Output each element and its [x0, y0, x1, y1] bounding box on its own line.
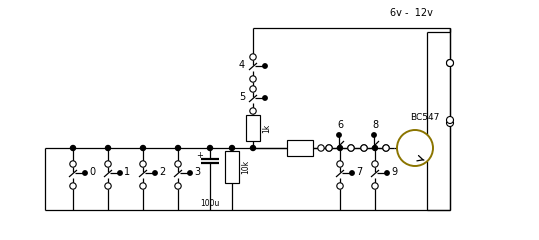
Bar [225, 151, 239, 183]
Text: 1: 1 [124, 167, 130, 177]
Circle shape [250, 86, 256, 92]
Circle shape [250, 76, 256, 82]
Text: 1k: 1k [262, 124, 271, 133]
Circle shape [350, 171, 354, 175]
Circle shape [337, 145, 342, 150]
Circle shape [348, 145, 354, 151]
Text: 2k2: 2k2 [293, 144, 307, 152]
Text: 4: 4 [239, 60, 245, 70]
Circle shape [372, 183, 378, 189]
Circle shape [230, 145, 234, 150]
Text: 6v -  12v: 6v - 12v [390, 8, 433, 18]
Text: 8: 8 [372, 120, 378, 130]
Circle shape [385, 171, 389, 175]
Text: 9: 9 [391, 167, 397, 177]
Circle shape [383, 145, 389, 151]
Circle shape [250, 54, 256, 60]
Bar [287, 140, 313, 156]
Circle shape [397, 130, 433, 166]
Circle shape [383, 145, 389, 151]
Circle shape [337, 183, 343, 189]
Circle shape [251, 145, 255, 150]
Circle shape [106, 145, 110, 150]
Text: 3: 3 [194, 167, 200, 177]
Circle shape [318, 145, 324, 151]
Circle shape [326, 145, 332, 151]
Circle shape [70, 183, 76, 189]
Circle shape [446, 60, 453, 66]
Circle shape [118, 171, 122, 175]
Circle shape [188, 171, 192, 175]
Text: 7: 7 [356, 167, 362, 177]
Circle shape [372, 145, 377, 150]
Circle shape [263, 64, 267, 68]
Circle shape [71, 145, 75, 150]
Circle shape [208, 145, 212, 150]
Circle shape [250, 108, 256, 114]
Text: BC547: BC547 [410, 113, 439, 122]
Text: 10k: 10k [241, 160, 250, 174]
Circle shape [175, 183, 181, 189]
Text: 0: 0 [89, 167, 95, 177]
Circle shape [141, 145, 146, 150]
Circle shape [446, 60, 453, 66]
Text: +: + [196, 151, 203, 161]
Circle shape [263, 96, 267, 100]
Circle shape [70, 161, 76, 167]
Circle shape [153, 171, 157, 175]
Circle shape [105, 161, 111, 167]
Circle shape [372, 161, 378, 167]
Circle shape [176, 145, 181, 150]
Text: 2: 2 [159, 167, 165, 177]
Bar [246, 115, 260, 141]
Circle shape [83, 171, 87, 175]
Circle shape [372, 133, 376, 137]
Circle shape [361, 145, 367, 151]
Text: 6: 6 [337, 120, 343, 130]
Circle shape [105, 183, 111, 189]
Circle shape [348, 145, 354, 151]
Text: 100u: 100u [201, 199, 220, 209]
Circle shape [175, 161, 181, 167]
Circle shape [446, 120, 453, 126]
Circle shape [337, 161, 343, 167]
Circle shape [326, 145, 332, 151]
Circle shape [140, 161, 146, 167]
Circle shape [140, 183, 146, 189]
Circle shape [361, 145, 367, 151]
Circle shape [446, 116, 453, 124]
Circle shape [337, 133, 341, 137]
Text: 5: 5 [239, 92, 245, 102]
